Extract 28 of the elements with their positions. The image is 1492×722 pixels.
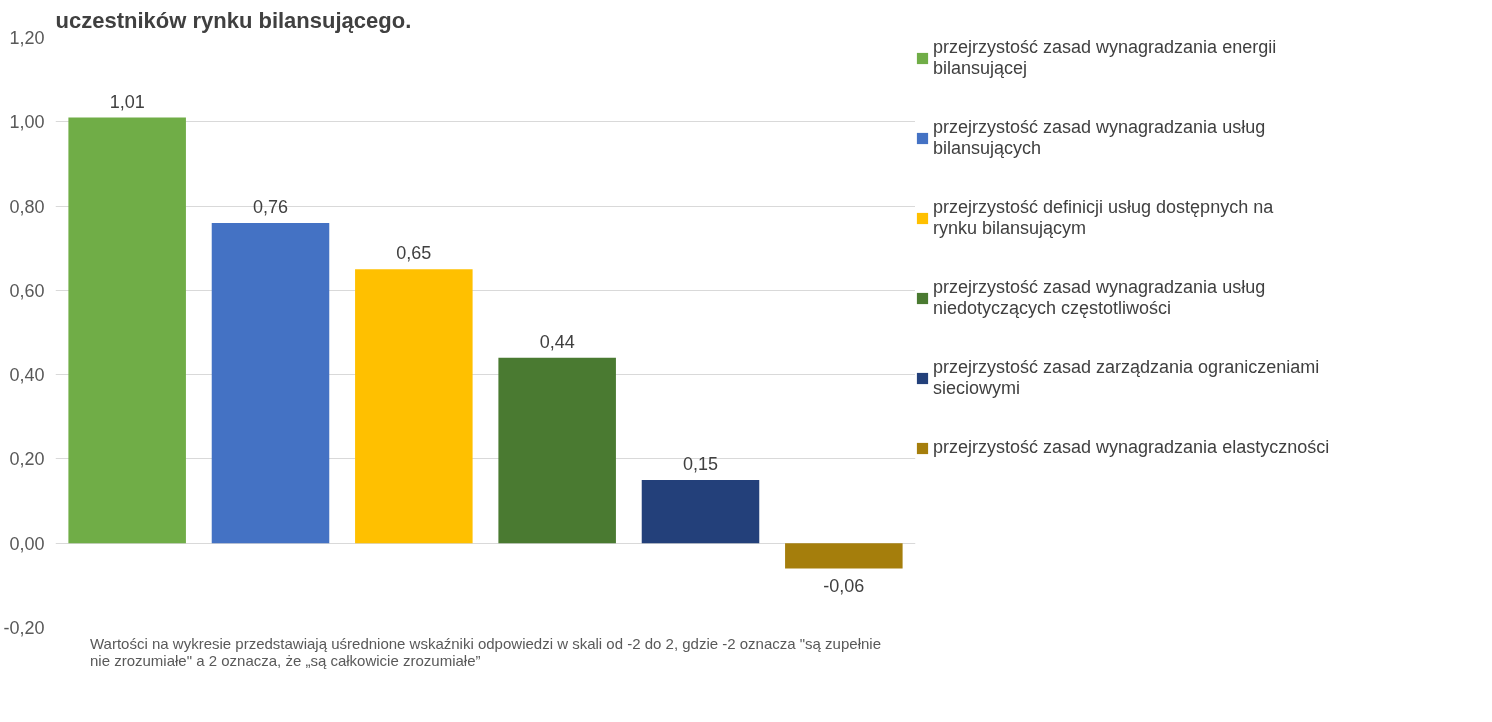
data-label: 1,01 — [109, 91, 145, 112]
legend-label: przejrzystość zasad zarządzania ograniczeniami sieciowymi — [933, 357, 1320, 399]
y-tick-label: 0,20 — [9, 449, 45, 470]
y-tick-label: -0,20 — [3, 618, 45, 638]
legend-label: przejrzystość zasad wynagradzania energii bilansującej — [933, 37, 1277, 79]
data-label: 0,65 — [396, 243, 432, 264]
bar — [211, 222, 330, 544]
y-tick-label: 1,20 — [9, 28, 45, 48]
legend-label: przejrzystość zasad wynagradzania elastyczności — [933, 437, 1330, 458]
chart-title: uczestników rynku bilansującego. — [55, 7, 412, 33]
bar — [641, 480, 760, 544]
bar — [785, 543, 903, 569]
data-label: 0,44 — [539, 331, 575, 352]
legend-label: przejrzystość zasad wynagradzania usług niedotyczących częstotliwości — [933, 277, 1266, 319]
y-tick-label: 0,40 — [9, 365, 45, 386]
legend-label: przejrzystość definicji usług dostępnych na rynku bilansującym — [933, 197, 1274, 239]
y-tick-label: 0,00 — [9, 533, 45, 554]
y-tick-label: 0,60 — [9, 280, 45, 301]
bar — [355, 269, 473, 544]
data-label: 0,15 — [682, 454, 719, 474]
bar — [498, 357, 616, 544]
bar — [68, 117, 186, 544]
y-tick-label: 1,00 — [9, 112, 45, 133]
text: Wartości na wykresie przedstawiają uśrednione wskaźniki odpowiedzi w skali od -2 do 2, gdzie -2 oznacza "są zupełnie nie zrozumiałe" a 2 oznacza, że „są całkowicie zrozumiałe” — [90, 634, 881, 669]
y-tick-label: 0,80 — [9, 196, 45, 217]
legend-label: przejrzystość zasad wynagradzania usług bilansujących — [933, 117, 1266, 159]
data-label: 0,76 — [252, 196, 289, 217]
data-label: -0,06 — [823, 575, 865, 596]
